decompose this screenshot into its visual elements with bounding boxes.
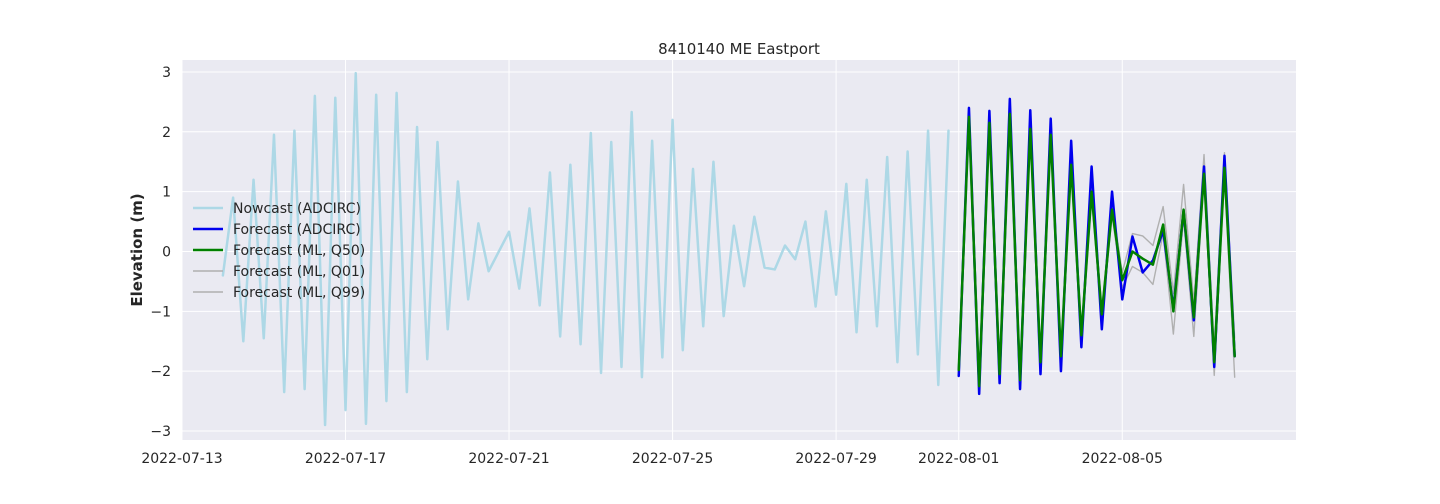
y-tick-label: −2 [150, 364, 171, 380]
y-tick-label: 3 [162, 65, 171, 81]
series-lines [221, 71, 1236, 427]
tick-labels: 2022-07-13 2022-07-17 2022-07-21 2022-07-25… [141, 65, 1163, 467]
legend-label: Forecast (ML, Q99) [233, 285, 365, 301]
series-line-0 [221, 71, 950, 427]
x-tick-label: 2022-08-05 [1082, 451, 1163, 467]
x-tick-label: 2022-07-25 [632, 451, 713, 467]
legend-label: Forecast (ML, Q01) [233, 264, 365, 280]
x-tick-label: 2022-07-17 [305, 451, 386, 467]
y-tick-label: 1 [162, 185, 171, 201]
legend: Nowcast (ADCIRC) Forecast (ADCIRC) Forecas… [193, 201, 365, 301]
series-line-2 [957, 112, 1236, 388]
x-tick-label: 2022-07-29 [795, 451, 876, 467]
y-tick-label: 0 [162, 244, 171, 260]
y-tick-label: −3 [150, 424, 171, 440]
y-tick-label: −1 [150, 304, 171, 320]
chart-title: 8410140 ME Eastport [658, 40, 820, 58]
y-tick-label: 2 [162, 125, 171, 141]
x-tick-label: 2022-07-13 [141, 451, 222, 467]
x-tick-label: 2022-07-21 [468, 451, 549, 467]
legend-label: Forecast (ADCIRC) [233, 222, 361, 238]
legend-label: Forecast (ML, Q50) [233, 243, 365, 259]
legend-label: Nowcast (ADCIRC) [233, 201, 361, 217]
y-axis-label: Elevation (m) [128, 193, 146, 306]
x-tick-label: 2022-08-01 [918, 451, 999, 467]
